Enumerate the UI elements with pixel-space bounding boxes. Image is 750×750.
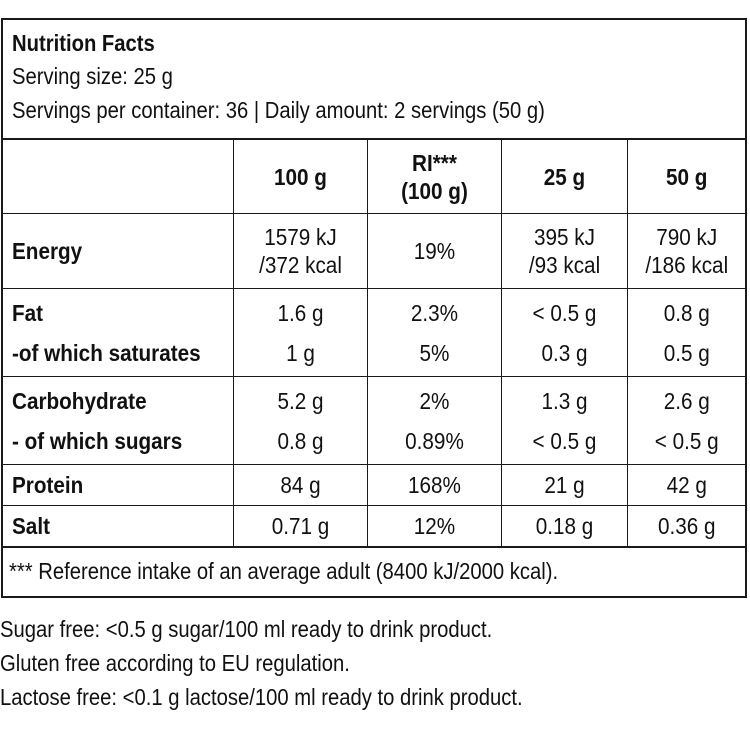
carbohydrate-50g: 2.6 g < 0.5 g (626, 376, 745, 465)
column-header-100g: 100 g (232, 140, 368, 214)
lactose-free-note: Lactose free: <0.1 g lactose/100 ml read… (0, 684, 523, 710)
row-label-fat: Fat -of which saturates (3, 288, 234, 377)
table-row: Energy 1579 kJ/372 kcal 19% 395 kJ/93 kc… (3, 213, 745, 289)
protein-ri: 168% (366, 464, 502, 506)
protein-50g: 42 g (626, 464, 745, 506)
salt-100g: 0.71 g (232, 505, 368, 548)
row-label-protein: Protein (3, 464, 234, 506)
salt-ri: 12% (366, 505, 502, 548)
protein-25g: 21 g (500, 464, 628, 506)
row-label-energy: Energy (3, 213, 234, 289)
gluten-free-note: Gluten free according to EU regulation. (0, 650, 350, 676)
sugar-free-note: Sugar free: <0.5 g sugar/100 ml ready to… (0, 616, 493, 642)
reference-intake-footnote: *** Reference intake of an average adult… (3, 546, 745, 596)
column-header-25g: 25 g (500, 140, 628, 214)
servings-per-container: Servings per container: 36 | Daily amoun… (12, 97, 545, 123)
row-label-carbohydrate: Carbohydrate - of which sugars (3, 376, 234, 465)
table-row: Salt 0.71 g 12% 0.18 g 0.36 g (3, 505, 745, 548)
salt-25g: 0.18 g (500, 505, 628, 548)
table-header-row: 100 g RI*** (100 g) 25 g 50 g (3, 140, 745, 214)
energy-ri: 19% (366, 213, 502, 289)
nutrition-header: Nutrition Facts Serving size: 25 g Servi… (3, 20, 745, 140)
salt-50g: 0.36 g (626, 505, 745, 548)
serving-size: Serving size: 25 g (12, 63, 173, 89)
fat-50g: 0.8 g 0.5 g (626, 288, 745, 377)
column-header-50g: 50 g (626, 140, 745, 214)
protein-100g: 84 g (232, 464, 368, 506)
energy-100g: 1579 kJ/372 kcal (232, 213, 368, 289)
energy-50g: 790 kJ/186 kcal (626, 213, 745, 289)
nutrition-facts-panel: Nutrition Facts Serving size: 25 g Servi… (1, 18, 747, 598)
table-row: Carbohydrate - of which sugars 5.2 g 0.8 g… (3, 376, 745, 465)
header-blank (3, 140, 234, 214)
row-label-salt: Salt (3, 505, 234, 548)
carbohydrate-25g: 1.3 g < 0.5 g (500, 376, 628, 465)
table-row: Protein 84 g 168% 21 g 42 g (3, 464, 745, 506)
fat-25g: < 0.5 g 0.3 g (500, 288, 628, 377)
carbohydrate-100g: 5.2 g 0.8 g (232, 376, 368, 465)
panel-title: Nutrition Facts (12, 30, 155, 56)
energy-25g: 395 kJ/93 kcal (500, 213, 628, 289)
product-notes: Sugar free: <0.5 g sugar/100 ml ready to… (0, 612, 594, 714)
nutrition-table: 100 g RI*** (100 g) 25 g 50 g Energy 1579… (3, 140, 745, 548)
carbohydrate-ri: 2% 0.89% (366, 376, 502, 465)
column-header-ri: RI*** (100 g) (366, 140, 502, 214)
fat-ri: 2.3% 5% (366, 288, 502, 377)
